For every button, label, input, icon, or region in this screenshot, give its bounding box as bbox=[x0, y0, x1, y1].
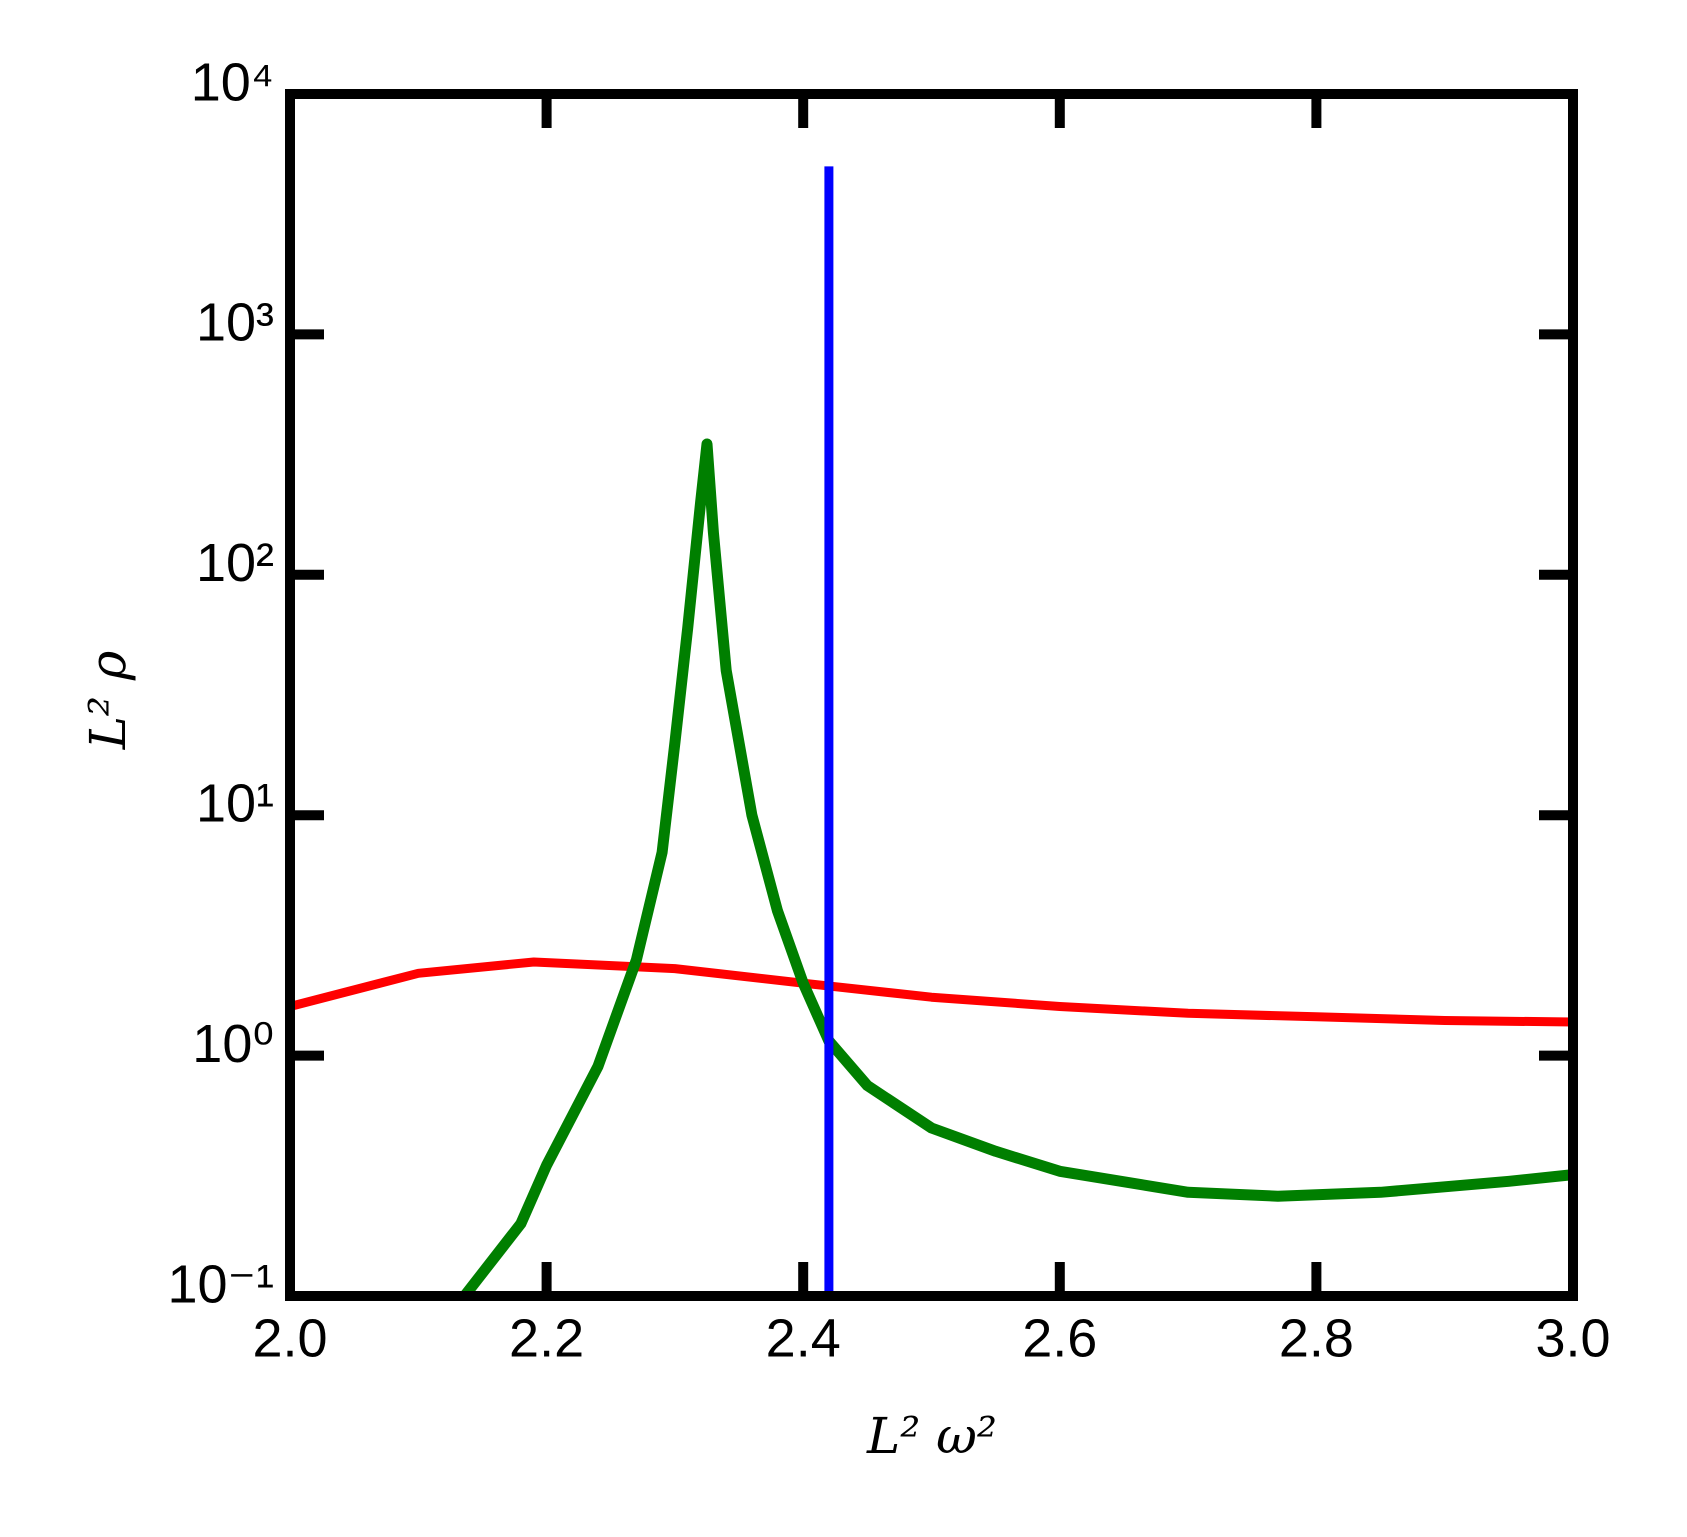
plot-frame bbox=[285, 89, 1578, 1301]
x-tick-label: 3.0 bbox=[1535, 1308, 1610, 1368]
y-tick-label: 10¹ bbox=[196, 773, 274, 833]
x-tick-label: 2.8 bbox=[1279, 1308, 1354, 1368]
y-tick-label: 10² bbox=[196, 533, 274, 593]
data-line bbox=[460, 438, 1574, 1300]
x-tick-label: 2.2 bbox=[509, 1308, 584, 1368]
x-tick-label: 2.0 bbox=[252, 1308, 327, 1368]
data-line bbox=[288, 957, 1574, 1027]
x-axis-label: L² ω² bbox=[866, 1407, 997, 1465]
y-tick-label: 10⁴ bbox=[191, 52, 274, 112]
x-tick-label: 2.4 bbox=[766, 1308, 841, 1368]
y-tick-label: 10³ bbox=[196, 293, 274, 353]
y-tick-label: 10⁰ bbox=[192, 1014, 274, 1074]
y-axis-label: L² ρ bbox=[79, 650, 137, 750]
x-tick-label: 2.6 bbox=[1022, 1308, 1097, 1368]
y-tick-label: 10⁻¹ bbox=[167, 1254, 274, 1314]
